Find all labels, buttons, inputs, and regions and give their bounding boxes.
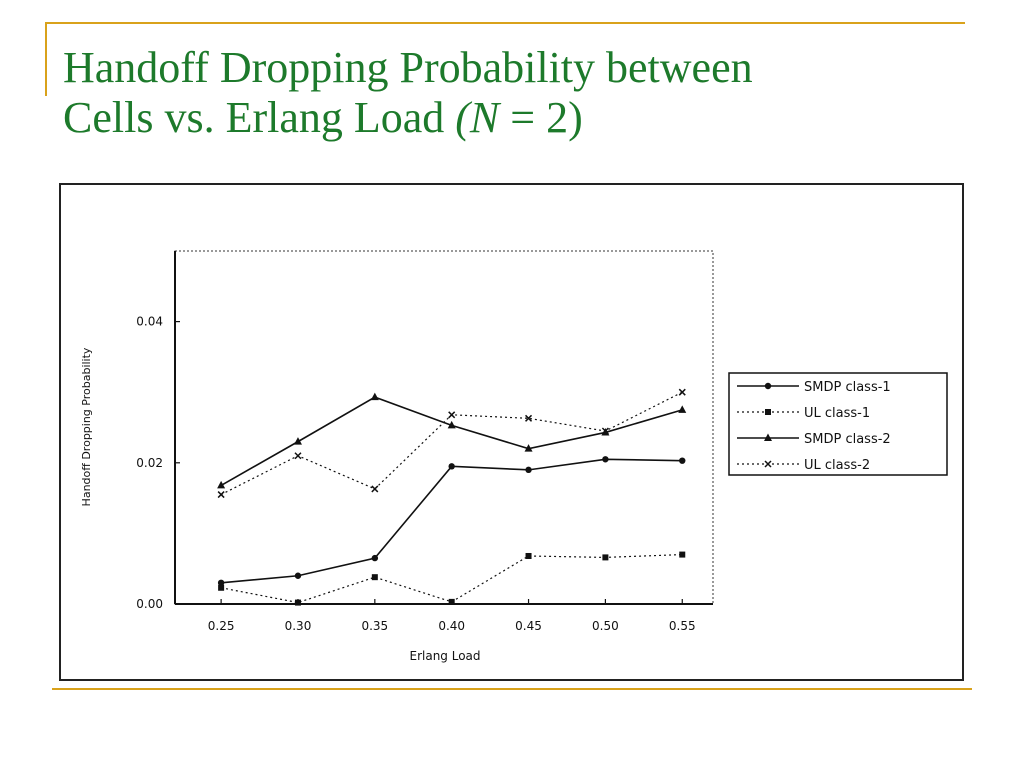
data-point	[294, 599, 301, 606]
chart-svg: 0.00 0.02 0.04 0.25 0.30 0.35 0.40 0.45 0.50 0.55…	[59, 183, 964, 681]
legend-label: SMDP class-1	[804, 380, 891, 395]
x-tick-label: 0.30	[285, 619, 312, 633]
y-tick-label: 0.04	[136, 315, 163, 329]
x-tick-label: 0.25	[208, 619, 235, 633]
title-accent-bar	[45, 22, 47, 96]
slide-title-equals: = 2)	[499, 93, 583, 142]
legend-label: UL class-1	[804, 406, 870, 421]
data-point	[602, 456, 609, 463]
data-point	[371, 554, 379, 562]
data-point	[370, 392, 379, 401]
slide-title-line-2: Cells vs. Erlang Load (N = 2)	[63, 93, 963, 143]
data-point	[371, 574, 378, 581]
legend-marker	[764, 382, 772, 390]
data-point	[448, 598, 455, 605]
data-point	[678, 405, 687, 413]
data-point	[678, 388, 686, 396]
y-tick-label: 0.00	[136, 597, 163, 611]
data-point	[447, 420, 456, 429]
data-point	[601, 427, 609, 435]
data-point	[448, 411, 456, 419]
data-point	[294, 452, 302, 460]
x-tick-label: 0.55	[669, 619, 696, 633]
data-point	[679, 457, 686, 464]
legend-marker	[765, 409, 771, 415]
legend-marker	[764, 460, 772, 468]
x-axis-label: Erlang Load	[409, 649, 480, 663]
legend-box	[728, 372, 948, 476]
slide-title: Handoff Dropping Probability between Cel…	[63, 43, 963, 143]
data-point	[602, 554, 609, 561]
chart-figure: 0.00 0.02 0.04 0.25 0.30 0.35 0.40 0.45 0.50 0.55…	[58, 182, 966, 682]
series-2	[218, 551, 686, 606]
data-point	[525, 466, 532, 474]
y-axis-label: Handoff Dropping Probability	[80, 347, 93, 506]
slide-title-paren: (	[455, 93, 470, 142]
y-tick-label: 0.02	[136, 456, 163, 470]
data-point	[524, 444, 533, 452]
series-1	[217, 456, 686, 587]
x-tick-label: 0.45	[515, 619, 542, 633]
title-accent-rule	[45, 22, 965, 24]
slide-title-line-1: Handoff Dropping Probability between	[63, 43, 753, 92]
data-point	[218, 584, 225, 591]
x-tick-label: 0.50	[592, 619, 619, 633]
x-tick-label: 0.35	[361, 619, 388, 633]
data-point	[525, 414, 533, 422]
slide-title-line-2-text: Cells vs. Erlang Load	[63, 93, 456, 142]
data-point	[217, 579, 225, 587]
legend-marker	[764, 433, 772, 441]
data-point	[371, 485, 379, 493]
legend-label: UL class-2	[804, 458, 870, 473]
legend-label: SMDP class-2	[804, 432, 891, 447]
data-point	[525, 552, 532, 559]
data-point	[293, 437, 302, 445]
data-point	[679, 551, 686, 558]
data-point	[448, 463, 455, 470]
footer-rule	[52, 688, 972, 690]
slide-title-variable: N	[469, 93, 500, 142]
legend: SMDP class-1 UL class-1 SMDP class-2 UL cla…	[728, 372, 948, 476]
data-point	[217, 491, 225, 499]
series-4	[217, 388, 686, 499]
data-point	[294, 572, 302, 579]
x-tick-label: 0.40	[438, 619, 465, 633]
data-point	[217, 480, 226, 489]
